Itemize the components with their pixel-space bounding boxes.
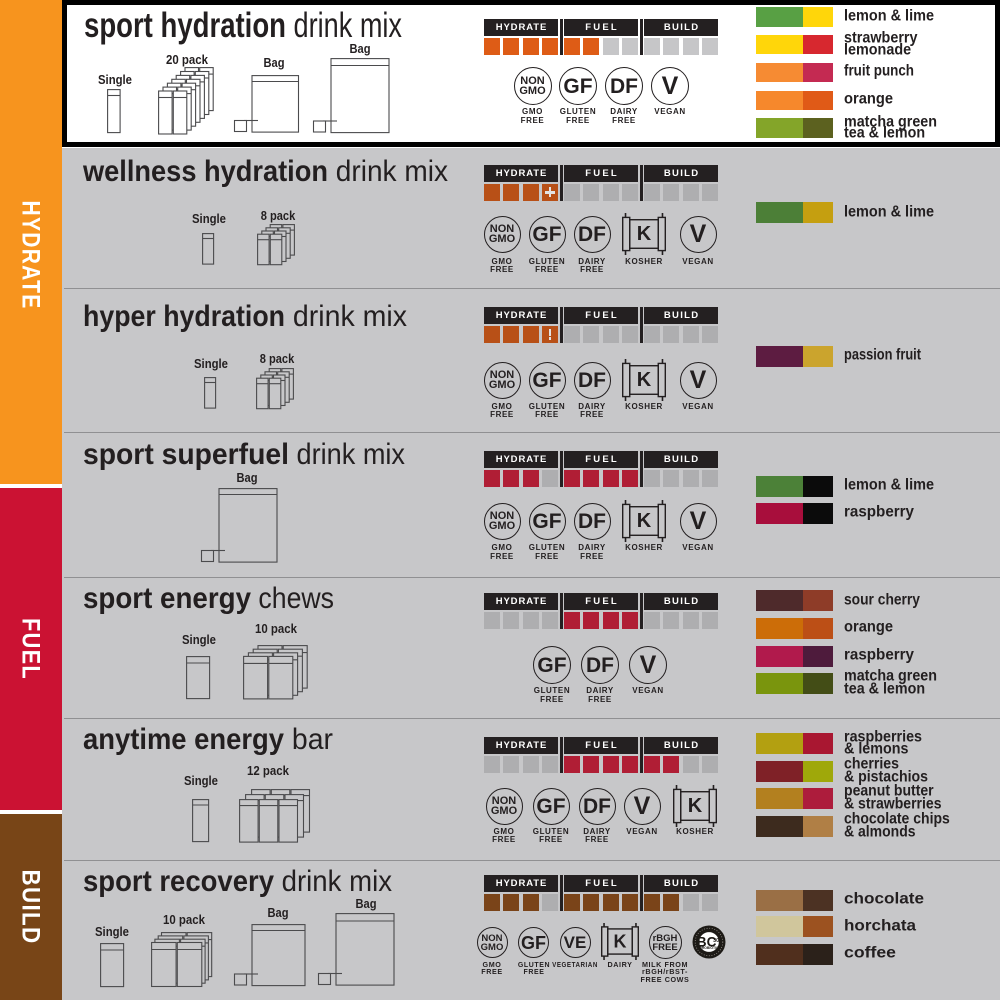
- svg-text:K: K: [637, 369, 652, 391]
- svg-text:K: K: [637, 223, 652, 245]
- svg-text:K: K: [688, 795, 703, 817]
- svg-text:K: K: [614, 931, 627, 951]
- svg-text:K: K: [637, 510, 652, 532]
- svg-text:PROBIOTIC: PROBIOTIC: [700, 946, 719, 950]
- svg-text:BC: BC: [697, 935, 717, 950]
- svg-text:30: 30: [713, 938, 719, 944]
